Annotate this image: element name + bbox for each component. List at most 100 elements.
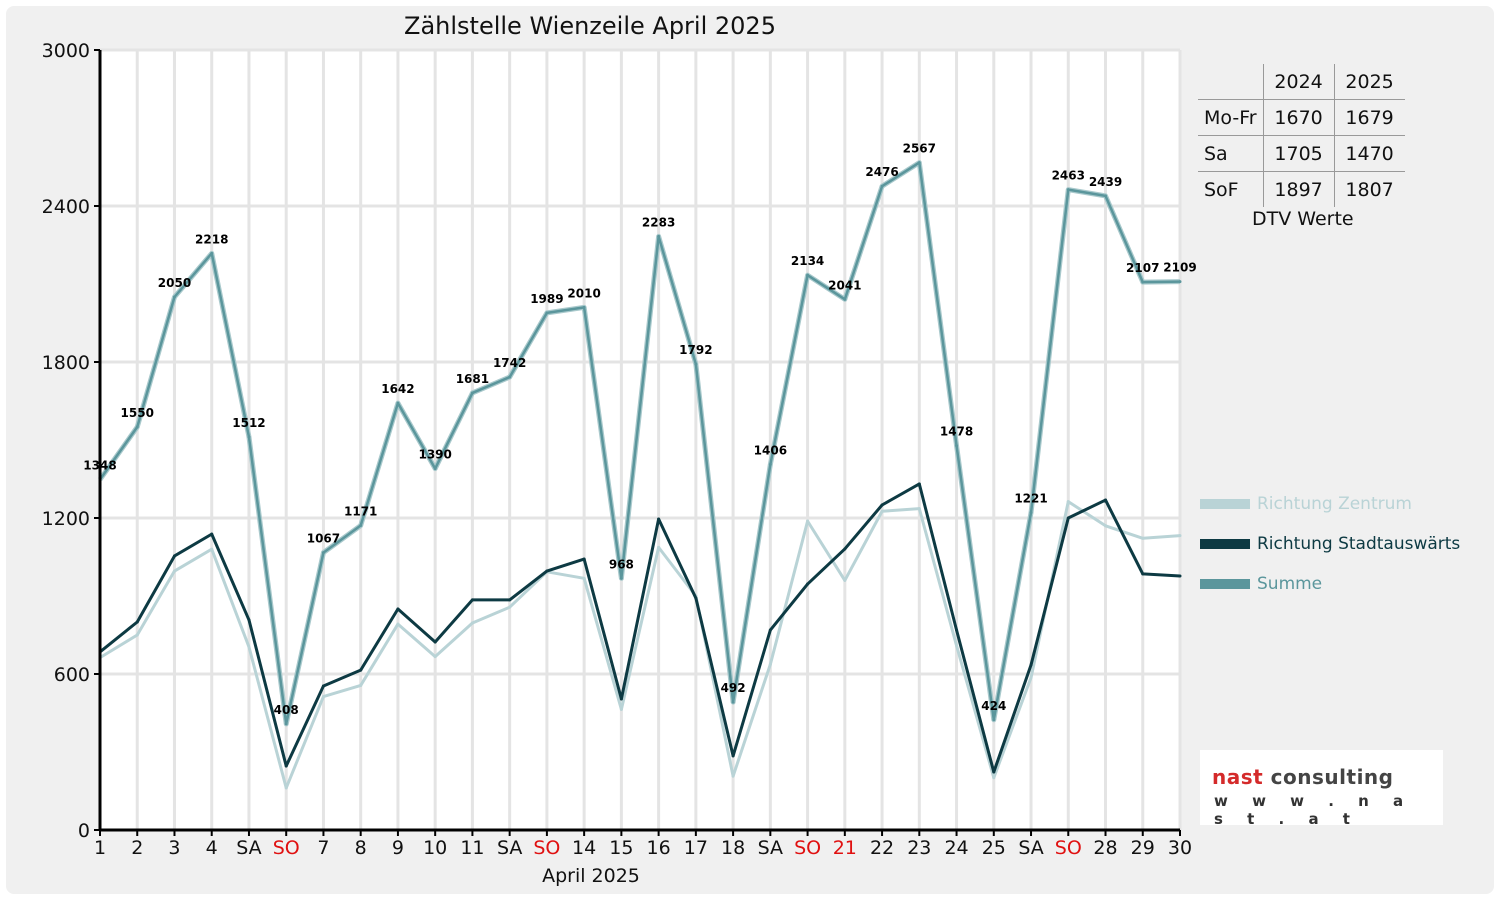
x-tick-label: SO bbox=[794, 837, 821, 859]
legend-label: Summe bbox=[1257, 574, 1323, 594]
data-label: 492 bbox=[721, 681, 746, 695]
data-point bbox=[508, 375, 512, 379]
data-point bbox=[247, 645, 251, 649]
data-point bbox=[359, 524, 363, 528]
data-point bbox=[135, 620, 139, 624]
dtv-cell: 1807 bbox=[1333, 171, 1405, 207]
data-point bbox=[1141, 280, 1145, 284]
data-point bbox=[210, 532, 214, 536]
data-point bbox=[321, 551, 325, 555]
x-tick-label: 16 bbox=[647, 837, 671, 859]
data-label: 2134 bbox=[791, 254, 824, 268]
x-tick-label: 18 bbox=[721, 837, 745, 859]
x-tick-label: SA bbox=[1018, 837, 1043, 859]
data-point bbox=[172, 569, 176, 573]
data-point bbox=[917, 482, 921, 486]
data-label: 1171 bbox=[344, 505, 377, 519]
data-label: 1512 bbox=[232, 416, 265, 430]
data-point bbox=[582, 305, 586, 309]
data-point bbox=[619, 697, 623, 701]
data-point bbox=[657, 517, 661, 521]
data-point bbox=[1104, 194, 1108, 198]
data-label: 1067 bbox=[307, 532, 340, 546]
nast-consulting-logo: nast consulting w w w . n a s t . a t bbox=[1200, 750, 1443, 828]
data-label: 968 bbox=[609, 557, 634, 571]
x-tick-label: SA bbox=[236, 837, 261, 859]
data-point bbox=[1029, 511, 1033, 515]
data-point bbox=[880, 503, 884, 507]
dtv-table: 2024 2025 Mo-Fr 1670 1679 Sa 1705 1470 SoF 189… bbox=[1198, 64, 1405, 207]
x-tick-label: 29 bbox=[1131, 837, 1155, 859]
data-point bbox=[806, 273, 810, 277]
dtv-row-label: SoF bbox=[1204, 178, 1239, 201]
data-point bbox=[657, 545, 661, 549]
x-tick-label: 17 bbox=[684, 837, 708, 859]
series-line-summe bbox=[98, 161, 1181, 726]
data-point bbox=[1141, 572, 1145, 576]
data-point bbox=[992, 718, 996, 722]
data-point bbox=[284, 722, 288, 726]
data-point bbox=[843, 547, 847, 551]
data-point bbox=[768, 462, 772, 466]
data-point bbox=[508, 598, 512, 602]
data-point bbox=[433, 467, 437, 471]
x-tick-label: SA bbox=[758, 837, 783, 859]
legend-item-zentrum: Richtung Zentrum bbox=[1200, 494, 1412, 514]
data-label: 2107 bbox=[1126, 261, 1159, 275]
data-point bbox=[1178, 534, 1182, 538]
data-point bbox=[1029, 676, 1033, 680]
data-point bbox=[992, 776, 996, 780]
x-tick-label: 4 bbox=[206, 837, 218, 859]
data-point bbox=[1066, 188, 1070, 192]
x-tick-label: 3 bbox=[168, 837, 180, 859]
data-label: 424 bbox=[981, 699, 1006, 713]
data-point bbox=[1066, 516, 1070, 520]
data-point bbox=[992, 770, 996, 774]
data-label: 1989 bbox=[530, 292, 563, 306]
x-tick-label: SA bbox=[497, 837, 522, 859]
series-line-richtung-stadtauswärts bbox=[99, 482, 1181, 774]
x-axis-title: April 2025 bbox=[542, 865, 640, 887]
data-point bbox=[806, 582, 810, 586]
data-point bbox=[955, 644, 959, 648]
x-tick-label: 23 bbox=[907, 837, 931, 859]
x-tick-label: 22 bbox=[870, 837, 894, 859]
dtv-row-label: Sa bbox=[1198, 135, 1264, 172]
data-point bbox=[582, 557, 586, 561]
data-label: 1642 bbox=[381, 382, 414, 396]
data-point bbox=[470, 391, 474, 395]
dtv-cell: 1705 bbox=[1262, 135, 1335, 172]
data-label: 1681 bbox=[456, 372, 489, 386]
data-point bbox=[917, 507, 921, 511]
x-tick-label: 15 bbox=[609, 837, 633, 859]
data-point bbox=[694, 362, 698, 366]
data-label: 1792 bbox=[679, 343, 712, 357]
logo-url: w w w . n a s t . a t bbox=[1214, 792, 1413, 828]
data-point bbox=[545, 311, 549, 315]
data-point bbox=[135, 425, 139, 429]
x-tick-label: 9 bbox=[392, 837, 404, 859]
data-label: 1348 bbox=[83, 459, 116, 473]
data-point bbox=[135, 633, 139, 637]
data-label: 2567 bbox=[903, 142, 936, 156]
x-tick-label: 8 bbox=[355, 837, 367, 859]
data-point bbox=[806, 519, 810, 523]
data-point bbox=[731, 754, 735, 758]
data-point bbox=[172, 295, 176, 299]
y-tick-label: 600 bbox=[54, 664, 90, 686]
data-point bbox=[396, 607, 400, 611]
data-point bbox=[880, 509, 884, 513]
legend-item-summe: Summe bbox=[1200, 574, 1322, 594]
x-tick-label: 11 bbox=[460, 837, 484, 859]
data-label: 2050 bbox=[158, 276, 191, 290]
data-label: 2476 bbox=[865, 165, 898, 179]
data-point bbox=[1104, 524, 1108, 528]
logo-wordmark: nast consulting bbox=[1212, 765, 1393, 789]
data-label: 1406 bbox=[754, 443, 787, 457]
data-point bbox=[396, 401, 400, 405]
data-label: 1550 bbox=[121, 406, 154, 420]
x-tick-label: 24 bbox=[944, 837, 968, 859]
data-point bbox=[321, 684, 325, 688]
data-point bbox=[433, 640, 437, 644]
x-tick-label: 28 bbox=[1093, 837, 1117, 859]
